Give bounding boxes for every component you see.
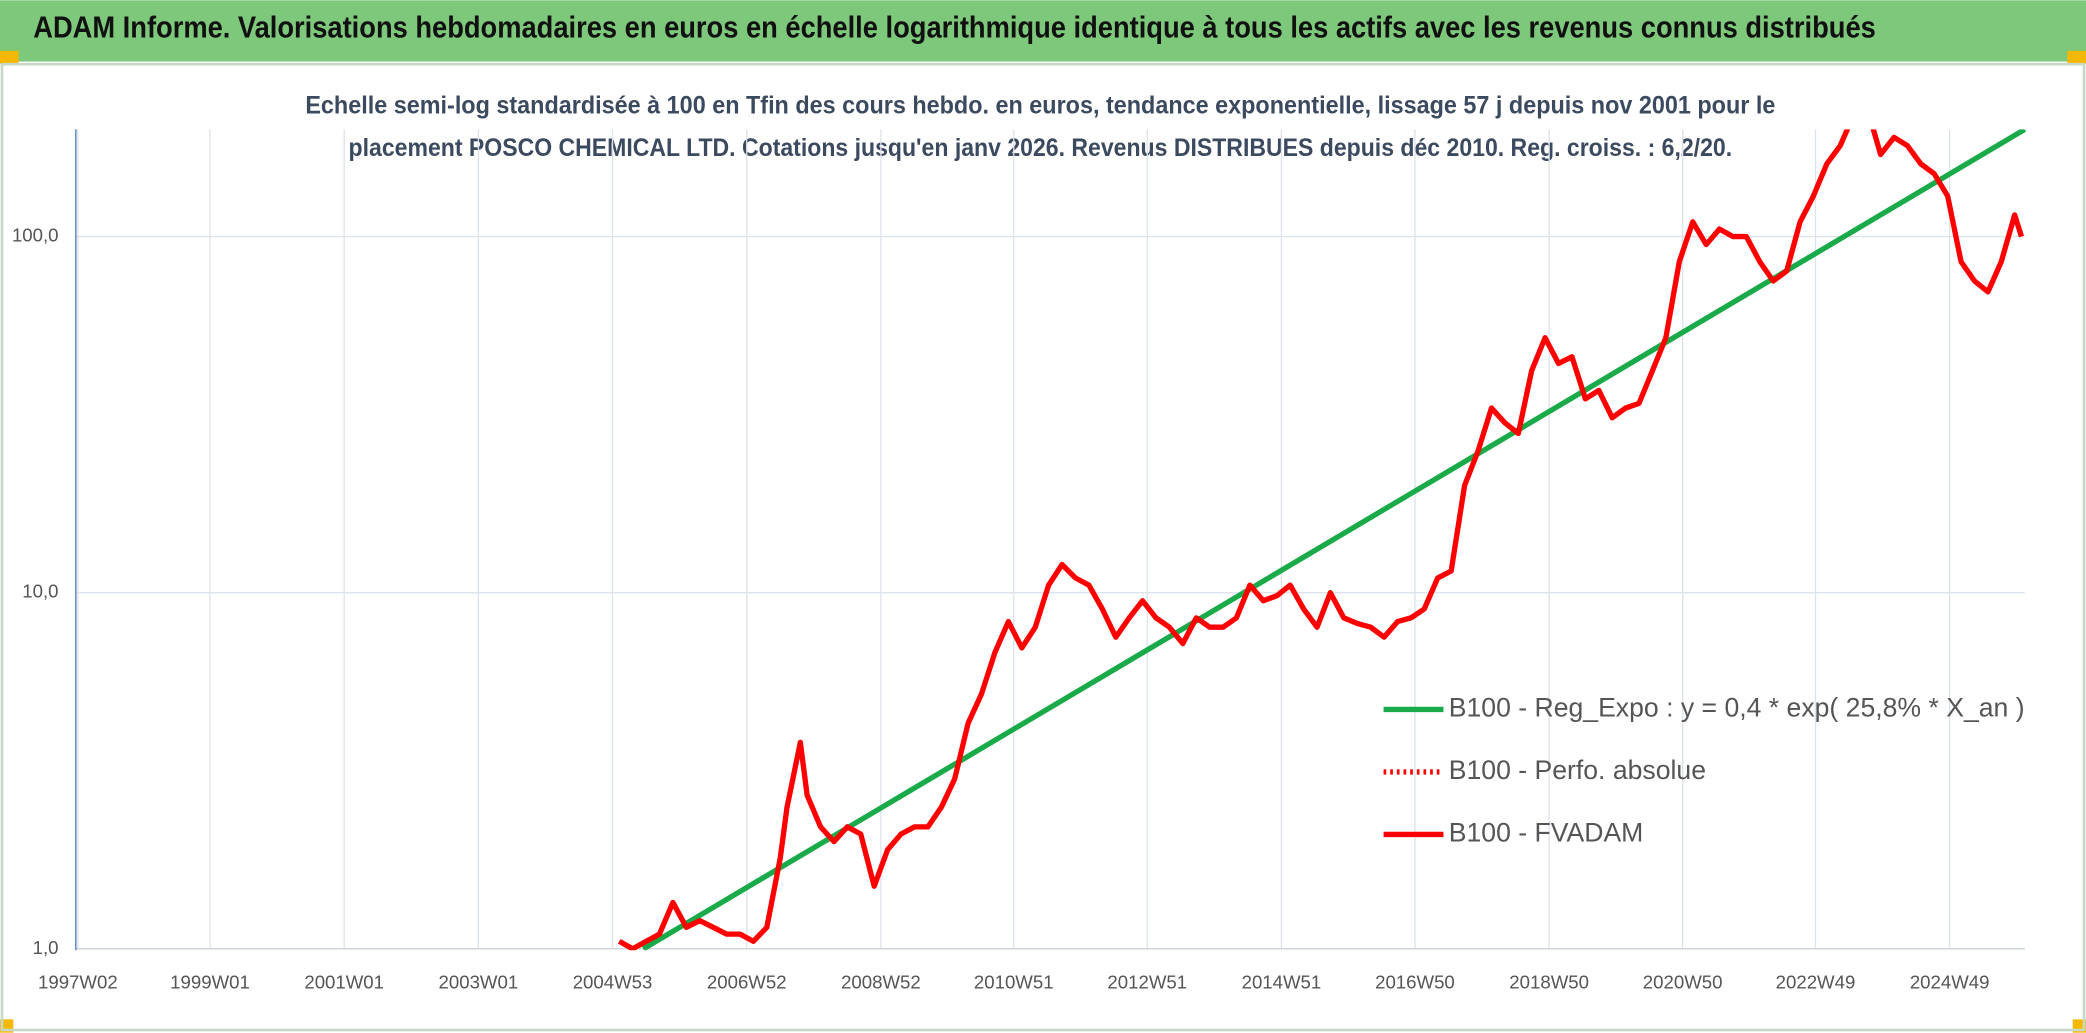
y-tick-label: 100,0	[12, 224, 59, 245]
x-tick-label: 1997W02	[38, 971, 118, 992]
x-tick-label: 2008W52	[841, 971, 921, 992]
corner	[0, 50, 19, 65]
x-tick-label: 2012W51	[1107, 971, 1187, 992]
x-tick-label: 2022W49	[1776, 971, 1856, 992]
y-tick-label: 1,0	[33, 937, 59, 958]
x-tick-label: 2006W52	[707, 971, 787, 992]
x-tick-label: 2016W50	[1375, 971, 1455, 992]
x-tick-label: 2024W49	[1910, 971, 1990, 992]
chart-title: ADAM Informe. Valorisations hebdomadaire…	[33, 11, 1876, 45]
x-tick-label: 2010W51	[974, 971, 1054, 992]
header-bar	[0, 0, 2086, 62]
series-line	[617, 129, 2025, 951]
legend-label: B100 - Reg_Expo : y = 0,4 * exp( 25,8% *…	[1449, 692, 2025, 722]
corner	[2067, 50, 2086, 65]
subtitle: placement POSCO CHEMICAL LTD. Cotations …	[349, 134, 1733, 162]
x-tick-label: 2001W01	[304, 971, 384, 992]
x-tick-label: 2018W50	[1509, 971, 1589, 992]
x-tick-label: 2014W51	[1242, 971, 1322, 992]
plot	[617, 129, 2027, 951]
y-tick-label: 10,0	[22, 581, 58, 602]
grid: 1,0 10,0 100,0 1997W02 1999W01 2001W01 2003W01…	[12, 129, 2025, 992]
x-tick-label: 2004W53	[573, 971, 653, 992]
x-tick-label: 2003W01	[439, 971, 519, 992]
subtitle: Echelle semi-log standardisée à 100 en T…	[305, 91, 1775, 119]
x-tick-label: 1999W01	[170, 971, 250, 992]
x-tick-label: 2020W50	[1643, 971, 1723, 992]
legend-label: B100 - Perfo. absolue	[1449, 755, 1706, 785]
legend-label: B100 - FVADAM	[1449, 817, 1644, 847]
legend: B100 - Reg_Expo : y = 0,4 * exp( 25,8% *…	[1383, 692, 2025, 847]
frame	[0, 62, 2086, 1032]
series-line	[642, 129, 2027, 951]
